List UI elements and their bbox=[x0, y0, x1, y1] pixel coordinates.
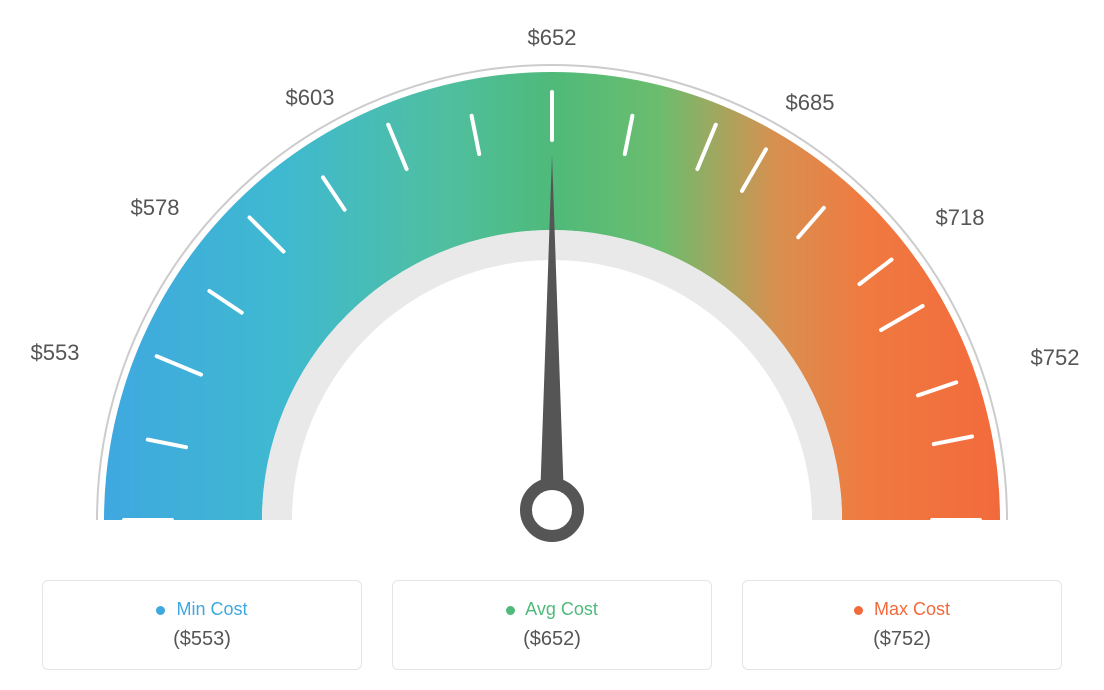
legend-row: Min Cost ($553) Avg Cost ($652) Max Cost… bbox=[0, 560, 1104, 690]
tick-label-4: $685 bbox=[786, 90, 835, 115]
dot-avg bbox=[506, 606, 515, 615]
gauge-svg: $553 $578 $603 $652 $685 $718 $752 bbox=[0, 0, 1104, 560]
legend-title-max: Max Cost bbox=[753, 599, 1051, 620]
legend-box-max: Max Cost ($752) bbox=[742, 580, 1062, 670]
legend-value-max: ($752) bbox=[753, 628, 1051, 651]
legend-value-avg: ($652) bbox=[403, 628, 701, 651]
legend-title-avg: Avg Cost bbox=[403, 599, 701, 620]
legend-title-min: Min Cost bbox=[53, 599, 351, 620]
legend-label-avg: Avg Cost bbox=[525, 599, 598, 619]
tick-label-1: $578 bbox=[131, 195, 180, 220]
legend-label-min: Min Cost bbox=[177, 599, 248, 619]
tick-label-0: $553 bbox=[31, 340, 80, 365]
legend-box-min: Min Cost ($553) bbox=[42, 580, 362, 670]
legend-label-max: Max Cost bbox=[874, 599, 950, 619]
legend-value-min: ($553) bbox=[53, 628, 351, 651]
gauge-chart: $553 $578 $603 $652 $685 $718 $752 bbox=[0, 0, 1104, 560]
dot-max bbox=[854, 606, 863, 615]
dot-min bbox=[156, 606, 165, 615]
tick-label-3: $652 bbox=[528, 25, 577, 50]
tick-label-2: $603 bbox=[286, 85, 335, 110]
legend-box-avg: Avg Cost ($652) bbox=[392, 580, 712, 670]
tick-label-5: $718 bbox=[936, 205, 985, 230]
tick-label-6: $752 bbox=[1031, 345, 1080, 370]
